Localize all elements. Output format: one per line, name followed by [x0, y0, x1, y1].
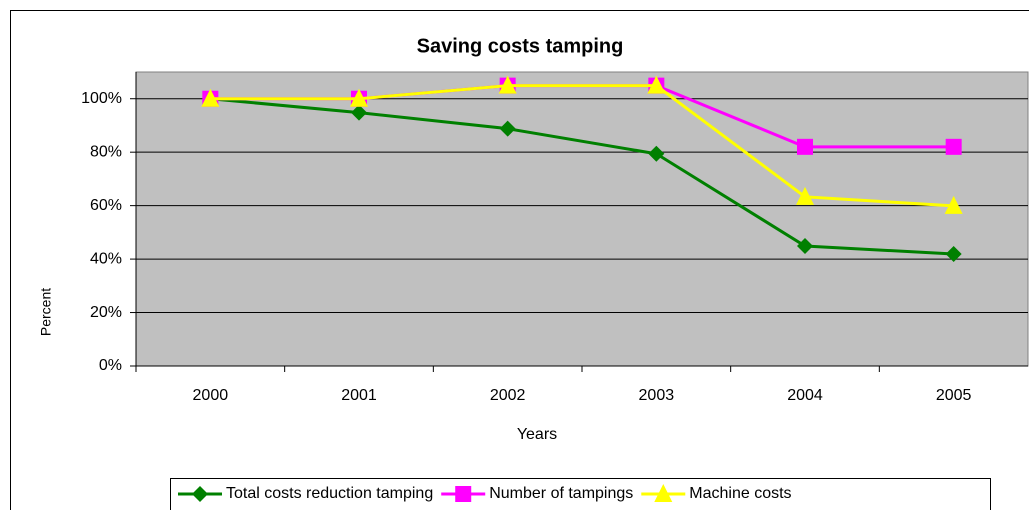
data-point — [647, 75, 666, 94]
data-point — [201, 88, 220, 107]
data-point — [498, 75, 517, 94]
x-tick-label: 2002 — [490, 387, 526, 404]
data-point — [499, 120, 516, 137]
data-point — [797, 237, 813, 254]
y-tick-label: 20% — [90, 304, 122, 321]
legend-box — [170, 478, 991, 510]
x-axis-title: Years — [517, 426, 557, 443]
legend-marker — [654, 484, 673, 502]
plot-area — [135, 71, 1029, 367]
data-point — [796, 186, 814, 205]
series-line — [210, 97, 954, 256]
data-point — [945, 138, 962, 155]
x-tick-label: 2005 — [936, 387, 972, 404]
data-point — [945, 246, 962, 263]
x-tick-label: 2001 — [341, 387, 377, 404]
legend-label: Total costs reduction tamping — [226, 485, 433, 502]
y-axis-title: Percent — [38, 288, 54, 336]
y-tick-label: 40% — [90, 250, 122, 267]
legend-label: Number of tampings — [489, 485, 633, 502]
y-tick-label: 60% — [90, 197, 122, 214]
data-point — [350, 88, 368, 107]
data-point — [648, 145, 665, 162]
data-point — [351, 104, 367, 121]
legend-marker — [192, 486, 208, 502]
y-tick-label: 100% — [81, 90, 122, 107]
series-line — [210, 84, 954, 208]
chart-title: Saving costs tamping — [417, 35, 624, 57]
legend-label: Machine costs — [689, 485, 791, 502]
y-tick-label: 0% — [99, 357, 122, 374]
y-tick-label: 80% — [90, 143, 122, 160]
data-point — [944, 195, 963, 214]
x-tick-label: 2003 — [639, 387, 675, 404]
x-tick-label: 2000 — [193, 387, 229, 404]
legend-marker — [455, 486, 472, 502]
x-tick-label: 2004 — [787, 387, 823, 404]
data-point — [797, 138, 813, 155]
